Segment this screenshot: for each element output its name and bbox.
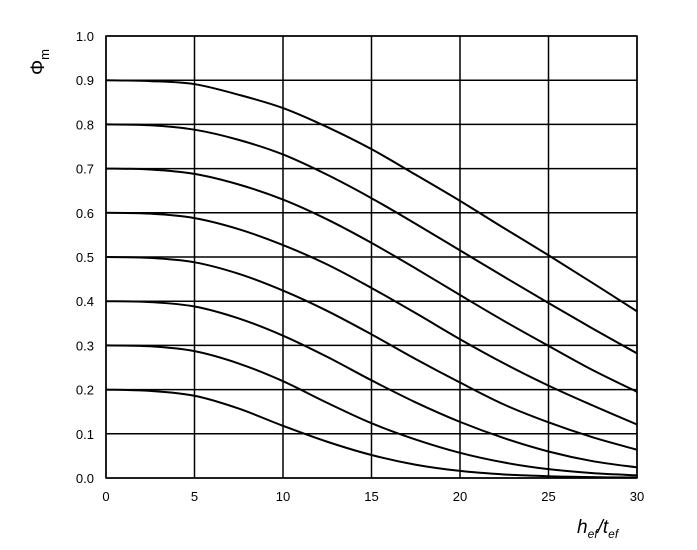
series-line-4: [105, 211, 638, 426]
y-tick-label: 0.6: [76, 206, 94, 221]
plot-frame: [105, 35, 638, 479]
y-tick-label: 0.5: [76, 250, 94, 265]
x-tick-label: 15: [364, 489, 378, 504]
x-axis-label-second-sub: ef: [608, 527, 620, 541]
grid: [105, 35, 638, 479]
y-axis-label-sub: m: [37, 49, 52, 60]
y-tick-label: 0.4: [76, 294, 94, 309]
x-tick-label: 10: [276, 489, 290, 504]
x-tick-label: 30: [630, 489, 644, 504]
y-tick-label: 0.7: [76, 162, 94, 177]
x-tick-label: 25: [541, 489, 555, 504]
x-tick-label: 0: [102, 489, 109, 504]
y-tick-label: 0.0: [76, 471, 94, 486]
series-line-5: [105, 256, 638, 451]
x-axis-label-main: h: [577, 517, 588, 538]
x-axis-label-second: t: [603, 517, 609, 538]
y-tick-label: 0.8: [76, 117, 94, 132]
y-axis-label-main: Φ: [28, 60, 49, 75]
y-tick-label: 0.2: [76, 383, 94, 398]
y-tick-label: 0.9: [76, 73, 94, 88]
x-tick-label: 20: [453, 489, 467, 504]
y-tick-label: 0.1: [76, 427, 94, 442]
series-line-7: [105, 344, 638, 477]
x-tick-label: 5: [191, 489, 198, 504]
y-tick-label: 0.3: [76, 338, 94, 353]
series-line-3: [105, 167, 638, 393]
y-tick-label: 1.0: [76, 29, 94, 44]
x-axis-label: hef/tef: [577, 517, 620, 541]
y-axis-label: Φm: [28, 49, 52, 75]
series-line-2: [105, 123, 638, 355]
x-axis-label-main-sub: ef: [588, 527, 600, 541]
x-tick-labels: 0 5 10 15 20 25 30: [102, 489, 644, 504]
x-axis-label-sep: /: [596, 517, 605, 538]
series-line-8: [105, 388, 638, 479]
series-line-1: [105, 79, 638, 313]
y-tick-labels: 0.0 0.1 0.2 0.3 0.4 0.5 0.6 0.7 0.8 0.9 1.0: [76, 29, 94, 486]
series-line-6: [105, 300, 638, 469]
series-group: [105, 79, 638, 479]
